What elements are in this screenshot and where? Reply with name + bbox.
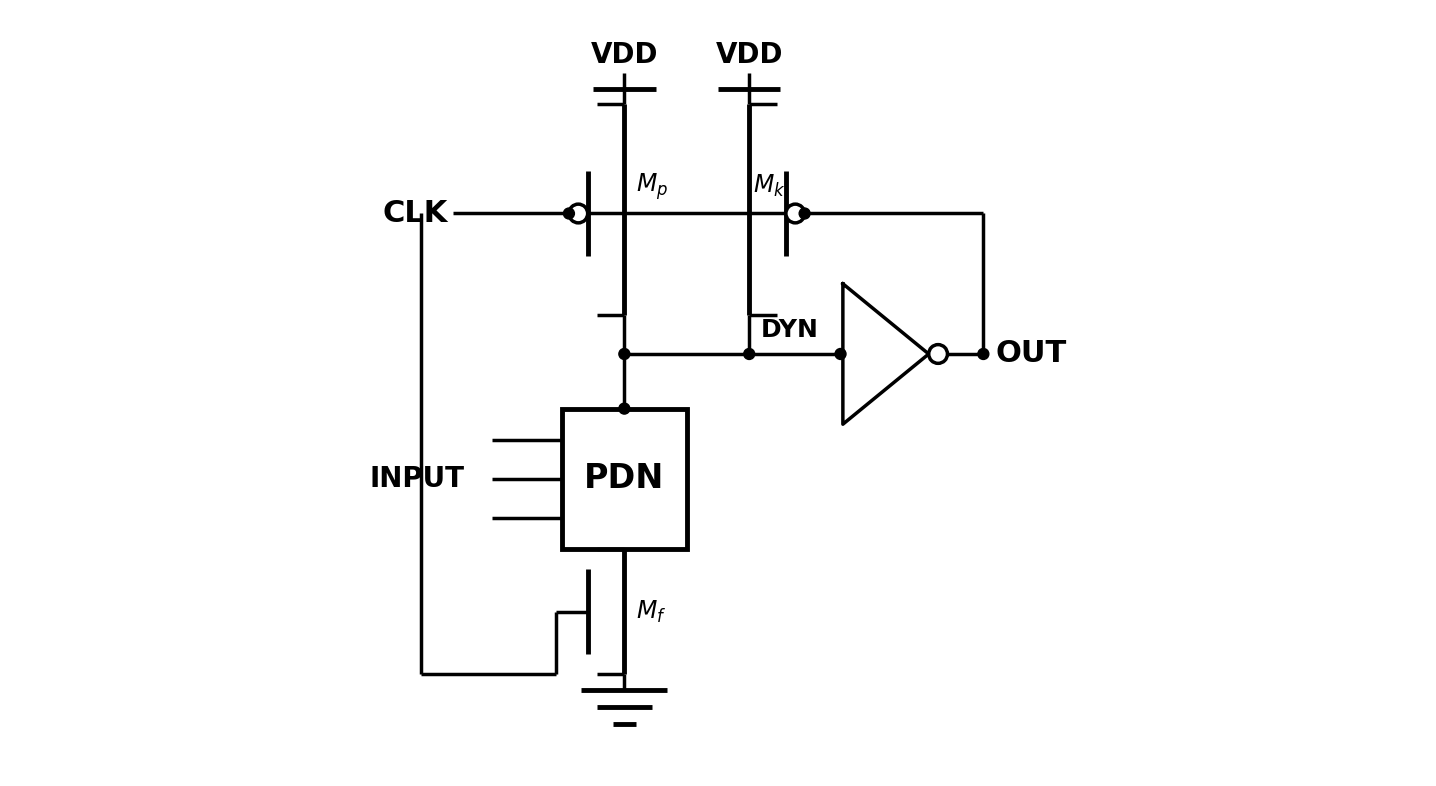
Text: VDD: VDD (590, 41, 658, 69)
Text: $M_f$: $M_f$ (636, 598, 666, 625)
Text: CLK: CLK (382, 199, 448, 228)
Circle shape (836, 348, 846, 359)
Circle shape (800, 208, 810, 219)
Text: PDN: PDN (584, 462, 665, 495)
Bar (561, 409, 686, 549)
Text: $M_p$: $M_p$ (636, 171, 668, 201)
Text: OUT: OUT (995, 340, 1067, 369)
Circle shape (744, 348, 755, 359)
Circle shape (569, 204, 587, 223)
Circle shape (619, 348, 630, 359)
Circle shape (563, 208, 574, 219)
Text: INPUT: INPUT (369, 465, 464, 493)
Text: DYN: DYN (761, 318, 819, 342)
Text: VDD: VDD (715, 41, 783, 69)
Circle shape (785, 204, 804, 223)
Text: $M_k$: $M_k$ (752, 173, 785, 200)
Circle shape (929, 344, 948, 363)
Circle shape (619, 403, 630, 414)
Circle shape (978, 348, 989, 359)
